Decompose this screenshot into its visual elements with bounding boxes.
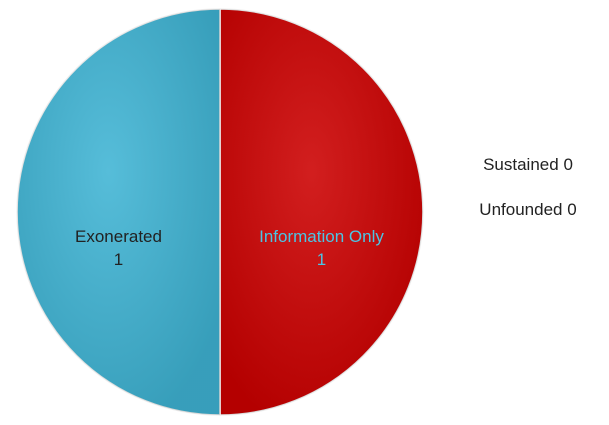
- slice-label: Exonerated 1: [75, 227, 162, 269]
- label-category: Unfounded: [479, 200, 562, 219]
- label-value: 1: [317, 250, 326, 269]
- slice-shade: [17, 9, 221, 415]
- outside-label: Unfounded 0: [479, 200, 576, 219]
- slice-shade: [220, 9, 423, 415]
- pie: [16, 8, 424, 416]
- slice-label: Information Only 1: [259, 227, 384, 269]
- label-category: Information Only: [259, 227, 384, 246]
- label-value: 0: [567, 200, 576, 219]
- label-value: 1: [114, 250, 123, 269]
- label-value: 0: [563, 155, 572, 174]
- label-category: Exonerated: [75, 227, 162, 246]
- outside-label: Sustained 0: [483, 155, 573, 174]
- label-category: Sustained: [483, 155, 559, 174]
